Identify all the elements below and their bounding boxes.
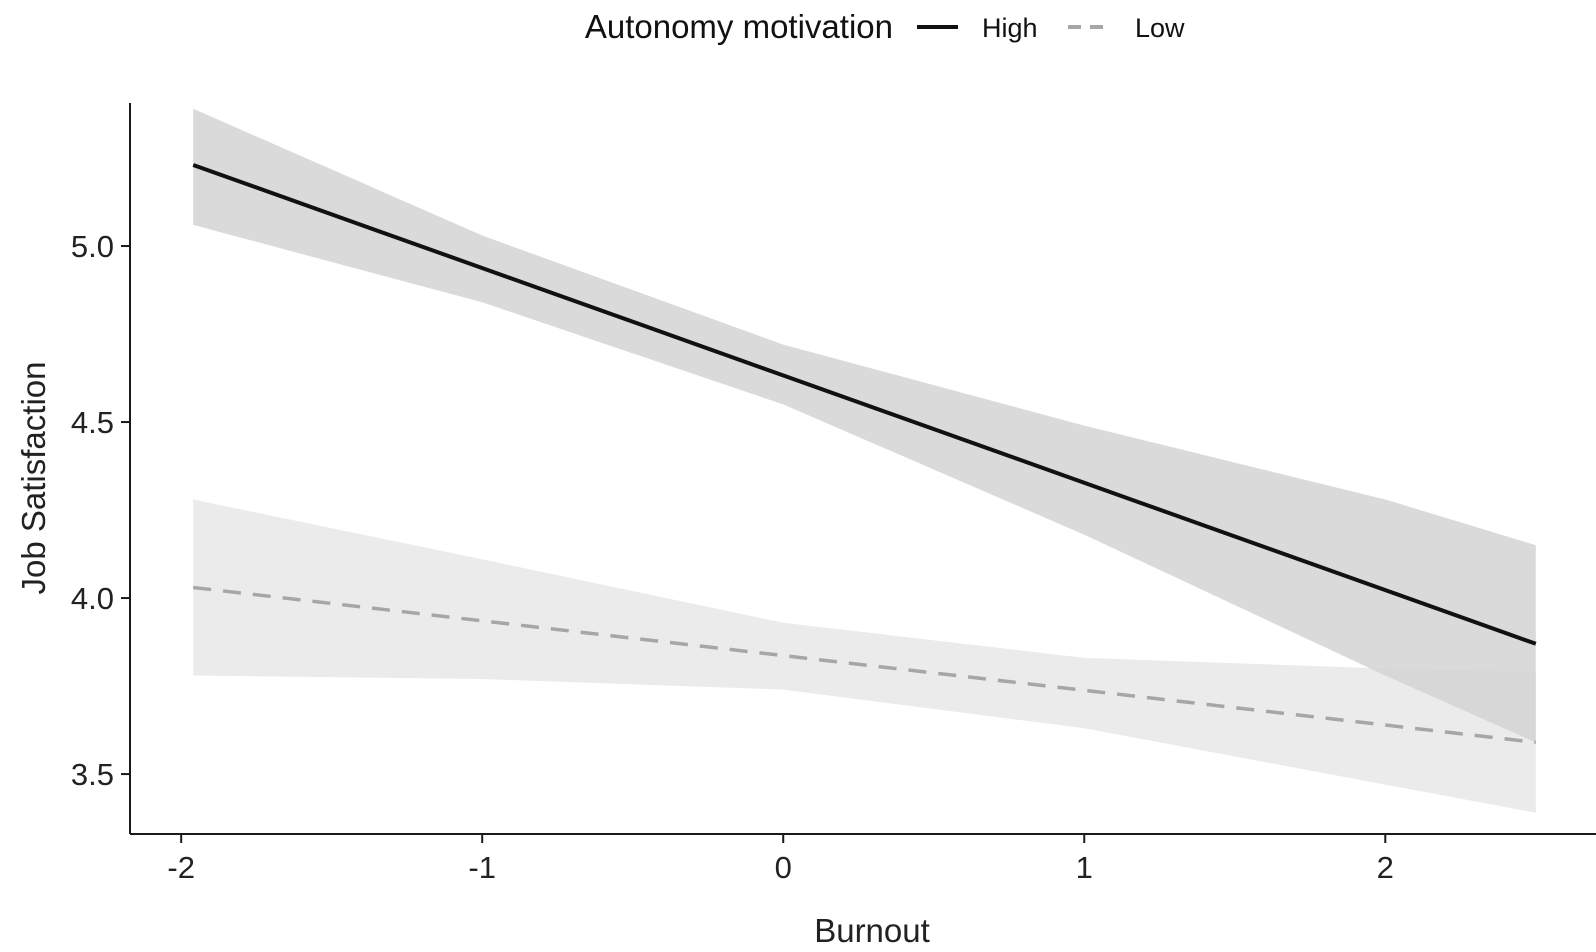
confidence-band-high: [193, 108, 1536, 743]
y-axis-ticks: 3.5 4.0 4.5 5.0: [71, 229, 130, 792]
x-axis-ticks: -2 -1 0 1 2: [167, 834, 1394, 885]
y-tick-label: 4.0: [71, 581, 114, 616]
x-tick-label: -2: [167, 850, 195, 885]
y-tick-label: 5.0: [71, 229, 114, 264]
x-tick-label: -1: [468, 850, 496, 885]
x-tick-label: 2: [1377, 850, 1394, 885]
confidence-bands: [193, 108, 1536, 813]
series-line-high: [192, 163, 1537, 646]
y-tick-label: 3.5: [71, 757, 114, 792]
confidence-band-low: [193, 499, 1536, 813]
x-tick-label: 0: [775, 850, 792, 885]
y-axis-title: Job Satisfaction: [15, 362, 52, 595]
y-tick-label: 4.5: [71, 405, 114, 440]
series-line-low: [192, 585, 1537, 745]
legend-title: Autonomy motivation: [585, 8, 893, 45]
legend: Autonomy motivation High Low: [585, 8, 1185, 45]
legend-label-low: Low: [1135, 13, 1185, 43]
legend-label-high: High: [982, 13, 1038, 43]
series-lines: [192, 163, 1537, 745]
x-axis-title: Burnout: [814, 912, 930, 949]
x-tick-label: 1: [1076, 850, 1093, 885]
